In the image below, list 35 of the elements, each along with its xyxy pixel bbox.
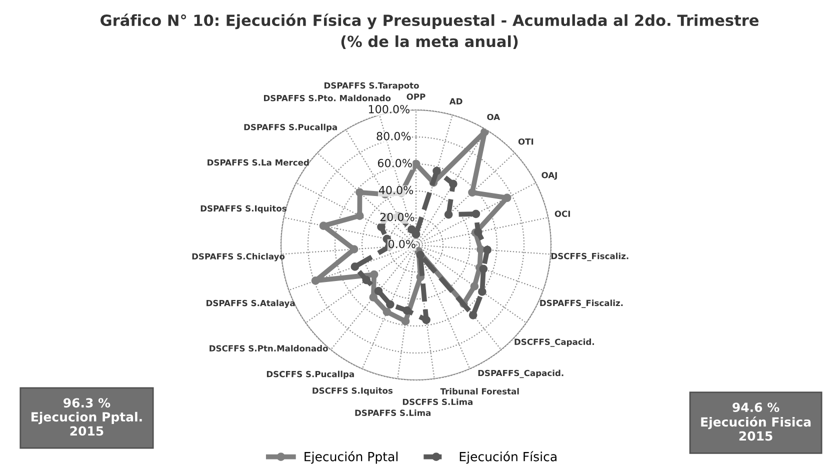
- y-tick-label: 40.0%: [378, 186, 414, 194]
- spoke-label: OPP: [406, 94, 426, 100]
- spoke-label: DSCFFS_Capacid.: [514, 338, 594, 347]
- spoke-label: DSPAFFS S.Lima: [355, 410, 430, 416]
- spoke-label: AD: [449, 98, 462, 104]
- y-tick-label: 60.0%: [378, 158, 412, 168]
- spoke-label: DSPAFFS S.Atalaya: [206, 300, 295, 308]
- y-tick-label: 0.0%: [388, 240, 416, 248]
- y-tick-label: 100.0%: [368, 104, 410, 114]
- spoke-label: DSPAFFS S.Chiclayo: [192, 253, 285, 262]
- spoke-label: DSPAFFS_Fiscaliz.: [540, 300, 623, 308]
- spoke-label: DSPAFFS S.Tarapoto: [324, 82, 419, 90]
- spoke-label: DSCFFS S.Lima: [402, 398, 472, 406]
- spoke-label: Tribunal Forestal: [440, 388, 519, 394]
- spoke-label: DSCFFS_Fiscaliz.: [551, 252, 628, 262]
- text: 94.6 % Ejecución Fisica 2015: [701, 402, 811, 441]
- spoke-label: DSPAFFS S.Pto. Maldonado: [264, 94, 391, 102]
- text: 96.3 % Ejecucion Pptal. 2015: [32, 398, 142, 436]
- spoke-label: OTI: [518, 138, 534, 145]
- y-tick-label: 20.0%: [380, 212, 414, 222]
- spoke-label: DSCFFS S.Pucallpa: [266, 370, 354, 379]
- spoke-label: OA: [487, 114, 500, 120]
- spoke-label: DSPAFFS S.Iquitos: [200, 205, 286, 214]
- chart-subtitle: (% de la meta anual): [341, 35, 518, 49]
- spoke-label: DSPAFFS S.La Merced: [208, 159, 309, 166]
- legend-label: Ejecución Pptal: [304, 451, 398, 464]
- spoke-label: OCI: [554, 210, 570, 217]
- y-tick-label: 80.0%: [376, 132, 411, 140]
- spoke-label: DSCFFS S.Iquitos: [312, 387, 393, 396]
- spoke-label: DSPAFFS_Capacid.: [478, 370, 564, 378]
- chart-title: Gráfico N° 10: Ejecución Física y Presupuestal - Acumulada al 2do. Trimestre: [100, 14, 759, 30]
- spoke-label: DSCFFS S.Ptn.Maldonado: [210, 345, 328, 352]
- legend-label: Ejecución Física: [460, 451, 556, 464]
- spoke-label: DSPAFFS S.Pucallpa: [244, 124, 337, 132]
- spoke-label: OAJ: [542, 172, 557, 180]
